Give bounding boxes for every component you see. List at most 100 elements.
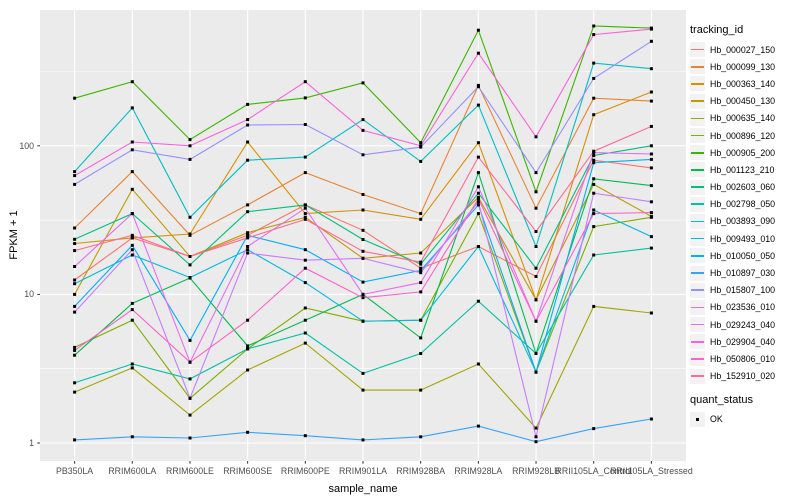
data-point [361,238,365,241]
legend-item-label: Hb_000896_120 [710,130,776,141]
legend-item: Hb_000896_120 [690,127,800,144]
legend-item-label: Hb_000635_140 [710,113,776,124]
quant-ok-key [690,411,705,427]
data-point [476,191,480,195]
data-point [649,99,653,103]
data-point [592,154,596,157]
data-point [592,113,596,117]
data-point [419,144,423,148]
data-point [303,96,307,100]
data-point [649,27,653,31]
data-point [592,304,596,308]
data-point [188,157,192,161]
data-point [303,258,307,262]
data-point [419,217,423,221]
data-point [476,245,480,248]
data-point [246,102,250,106]
legend-item-label: Hb_000099_130 [710,61,776,72]
x-tick-label: PB350LA [56,466,94,476]
data-point [246,368,250,372]
data-point [476,103,480,107]
data-point [303,331,307,335]
legend-key [690,351,705,367]
data-point [419,159,423,163]
data-point [419,435,423,439]
data-point [592,253,596,257]
legend-key [690,76,705,92]
data-point [303,206,307,210]
data-point [592,24,596,28]
data-point [246,203,250,207]
data-point [188,338,192,342]
legend-key-line-icon [691,65,704,68]
legend-key-line-icon [691,203,704,206]
data-point [303,123,307,126]
data-point [419,290,423,294]
legend-item: Hb_009493_010 [690,230,800,247]
legend-key [690,42,705,58]
data-point [476,185,480,189]
data-point [130,362,134,366]
legend-item: Hb_010897_030 [690,264,800,281]
data-point [188,377,192,381]
data-point [188,413,192,417]
data-point [246,245,250,248]
data-point [246,318,250,322]
legend-quant-status: quant_status OK [690,394,800,428]
data-point [534,230,538,233]
data-point [246,140,250,144]
legend-item: Hb_000099_130 [690,58,800,75]
data-point [361,319,365,323]
data-point [130,140,134,144]
data-point [246,210,250,214]
data-point [246,248,250,252]
legend-key [690,145,705,161]
y-tick-label: 10 [24,289,34,300]
data-point [592,177,596,181]
data-point [419,388,423,392]
legend-item-label: Hb_001123_210 [710,164,775,175]
data-point [303,171,307,175]
data-point [649,311,653,315]
legend-item: Hb_001123_210 [690,161,800,178]
data-point [476,424,480,428]
legend-item: Hb_000027_150 [690,41,800,58]
x-axis-title: sample_name [328,483,398,495]
legend-item-label: Hb_003893_090 [710,216,776,227]
data-point [246,158,250,162]
x-tick-label: RRIM600LA [108,466,157,476]
data-point [592,427,596,431]
data-point [534,245,538,248]
legend-item-label: Hb_029904_040 [710,336,776,347]
data-point [419,336,423,340]
legend-key-line-icon [691,83,704,85]
data-point [534,206,538,210]
data-point [592,61,596,65]
legend-item-label: Hb_002798_050 [710,199,776,210]
data-point [592,33,596,37]
legend-item: Hb_029904_040 [690,333,800,350]
legend-item-ok: OK [690,411,800,428]
data-point [476,212,480,216]
data-point [188,436,192,440]
legend-item: Hb_000635_140 [690,110,800,127]
data-point [73,174,77,178]
legend-key [690,368,705,384]
legend-key-line-icon [691,255,704,257]
data-point [188,360,192,364]
data-point [534,435,538,439]
data-point [188,276,192,279]
data-point [188,138,192,142]
legend-item: Hb_002603_060 [690,179,800,196]
data-point [303,203,307,207]
legend-key [690,265,705,281]
data-point [246,344,250,348]
data-point [419,260,423,264]
legend-key-line-icon [691,340,704,343]
legend-item-label: Hb_010897_030 [710,268,776,279]
data-point [361,208,365,212]
legend-item-label: Hb_000905_200 [710,147,776,158]
data-point [649,215,653,219]
data-point [419,271,423,275]
